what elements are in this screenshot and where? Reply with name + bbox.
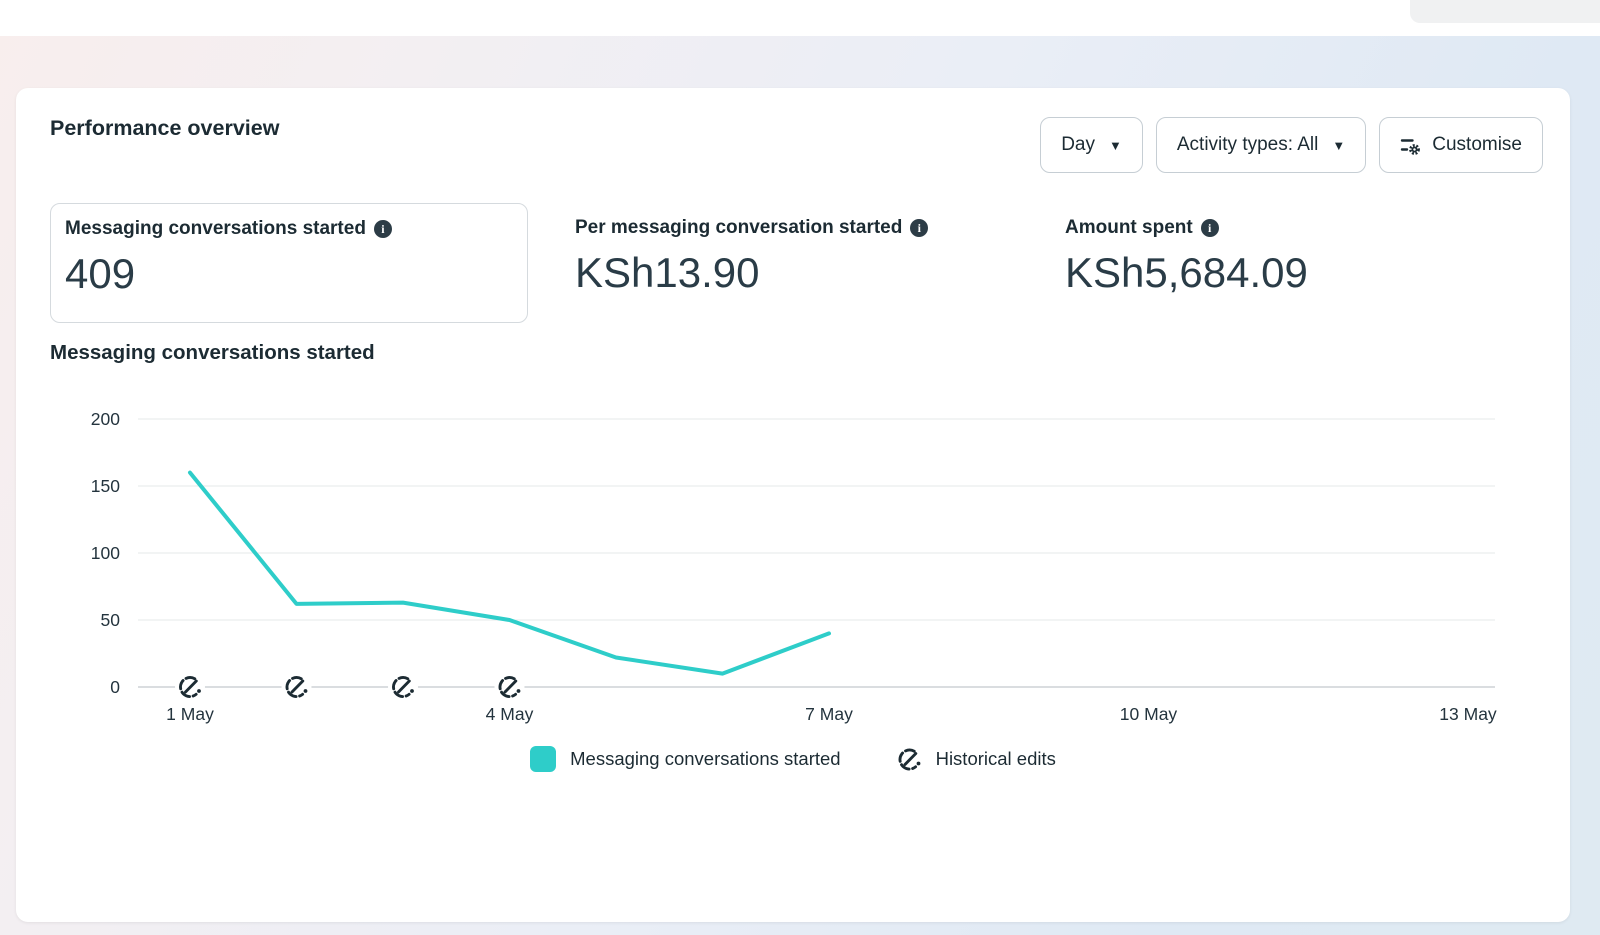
- series-swatch-icon: [530, 746, 556, 772]
- time-grain-label: Day: [1061, 134, 1095, 156]
- top-bar: [0, 0, 1600, 36]
- metric-label: Per messaging conversation started: [575, 216, 902, 240]
- svg-text:200: 200: [91, 409, 120, 429]
- svg-text:150: 150: [91, 476, 120, 496]
- svg-text:1 May: 1 May: [166, 704, 214, 724]
- info-icon[interactable]: i: [374, 220, 392, 238]
- metric-card-per-conversation-cost[interactable]: Per messaging conversation started i KSh…: [575, 216, 928, 297]
- svg-text:0: 0: [110, 677, 120, 697]
- metric-value: 409: [65, 250, 513, 298]
- legend-item-series: Messaging conversations started: [530, 746, 840, 772]
- page-title: Performance overview: [50, 116, 279, 141]
- info-icon[interactable]: i: [910, 219, 928, 237]
- activity-types-dropdown[interactable]: Activity types: All ▼: [1156, 117, 1366, 173]
- metrics-row: Messaging conversations started i 409 Pe…: [50, 203, 1536, 323]
- svg-text:7 May: 7 May: [805, 704, 853, 724]
- metric-value: KSh13.90: [575, 249, 928, 297]
- svg-text:13 May: 13 May: [1439, 704, 1497, 724]
- info-icon[interactable]: i: [1201, 219, 1219, 237]
- metric-label: Messaging conversations started: [65, 217, 366, 241]
- top-right-tab: [1410, 0, 1600, 23]
- metric-card-messaging-conversations[interactable]: Messaging conversations started i 409: [50, 203, 528, 323]
- caret-down-icon: ▼: [1332, 138, 1345, 153]
- time-grain-dropdown[interactable]: Day ▼: [1040, 117, 1143, 173]
- metric-value: KSh5,684.09: [1065, 249, 1308, 297]
- legend-edits-label: Historical edits: [936, 748, 1056, 770]
- toolbar: Day ▼ Activity types: All ▼ Customise: [1040, 117, 1543, 173]
- svg-text:10 May: 10 May: [1120, 704, 1178, 724]
- metric-card-amount-spent[interactable]: Amount spent i KSh5,684.09: [1065, 216, 1308, 297]
- metric-label: Amount spent: [1065, 216, 1193, 240]
- customise-label: Customise: [1432, 134, 1522, 156]
- svg-text:4 May: 4 May: [486, 704, 534, 724]
- customise-icon: [1400, 134, 1422, 156]
- performance-overview-card: Performance overview Day ▼ Activity type…: [16, 88, 1570, 922]
- customise-button[interactable]: Customise: [1379, 117, 1543, 173]
- historical-edit-icon: [897, 747, 922, 772]
- legend-series-label: Messaging conversations started: [570, 748, 840, 770]
- line-chart: 0 50 100 150 200 1 May 4 May 7 May 10 May 13 May: [16, 388, 1570, 728]
- chart-title: Messaging conversations started: [50, 341, 375, 365]
- svg-text:100: 100: [91, 543, 120, 563]
- activity-types-label: Activity types: All: [1177, 134, 1319, 156]
- chart-legend: Messaging conversations started Historic…: [16, 746, 1570, 772]
- legend-item-historical-edits: Historical edits: [897, 747, 1056, 772]
- caret-down-icon: ▼: [1109, 138, 1122, 153]
- svg-text:50: 50: [101, 610, 121, 630]
